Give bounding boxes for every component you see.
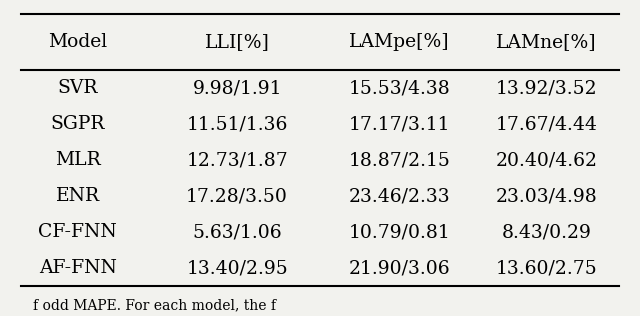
Text: 13.40/2.95: 13.40/2.95: [186, 259, 288, 277]
Text: f odd MAPE. For each model, the f: f odd MAPE. For each model, the f: [33, 298, 276, 312]
Text: 17.28/3.50: 17.28/3.50: [186, 187, 288, 205]
Text: 20.40/4.62: 20.40/4.62: [495, 151, 597, 169]
Text: SVR: SVR: [58, 79, 98, 97]
Text: 12.73/1.87: 12.73/1.87: [186, 151, 288, 169]
Text: AF-FNN: AF-FNN: [39, 259, 116, 277]
Text: LLI[%]: LLI[%]: [205, 33, 269, 51]
Text: 9.98/1.91: 9.98/1.91: [193, 79, 282, 97]
Text: ENR: ENR: [56, 187, 100, 205]
Text: 13.92/3.52: 13.92/3.52: [495, 79, 597, 97]
Text: Model: Model: [48, 33, 108, 51]
Text: 8.43/0.29: 8.43/0.29: [501, 223, 591, 241]
Text: 23.46/2.33: 23.46/2.33: [349, 187, 451, 205]
Text: 21.90/3.06: 21.90/3.06: [349, 259, 451, 277]
Text: LAMpe[%]: LAMpe[%]: [349, 33, 450, 51]
Text: 17.17/3.11: 17.17/3.11: [349, 115, 451, 133]
Text: SGPR: SGPR: [51, 115, 105, 133]
Text: 11.51/1.36: 11.51/1.36: [186, 115, 288, 133]
Text: 17.67/4.44: 17.67/4.44: [495, 115, 597, 133]
Text: 15.53/4.38: 15.53/4.38: [349, 79, 451, 97]
Text: CF-FNN: CF-FNN: [38, 223, 117, 241]
Text: LAMne[%]: LAMne[%]: [496, 33, 596, 51]
Text: 18.87/2.15: 18.87/2.15: [349, 151, 451, 169]
Text: 10.79/0.81: 10.79/0.81: [349, 223, 451, 241]
Text: 5.63/1.06: 5.63/1.06: [193, 223, 282, 241]
Text: 13.60/2.75: 13.60/2.75: [495, 259, 597, 277]
Text: MLR: MLR: [55, 151, 100, 169]
Text: 23.03/4.98: 23.03/4.98: [495, 187, 597, 205]
